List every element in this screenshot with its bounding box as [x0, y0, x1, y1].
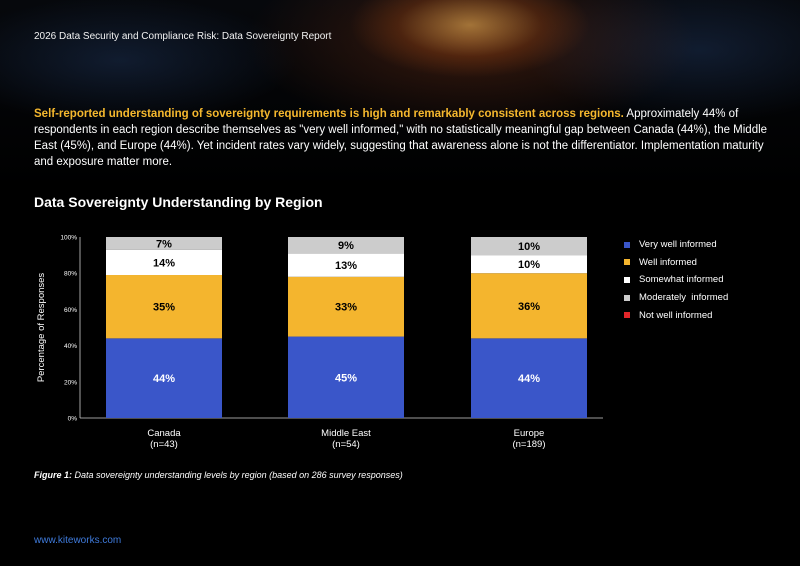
y-tick-label: 20% [64, 379, 77, 386]
intro-paragraph: Self-reported understanding of sovereign… [34, 106, 774, 170]
intro-body: Approximately 44% of respondents in each… [34, 108, 768, 168]
x-category-label: Europe [514, 428, 545, 439]
x-category-n-label: (n=189) [512, 439, 545, 450]
legend-swatch [624, 241, 630, 248]
bar-data-label: 44% [518, 373, 540, 385]
bar-segment [471, 338, 587, 418]
bar-segment [471, 273, 587, 339]
y-tick-label: 80% [64, 271, 77, 278]
bar-segment [471, 237, 587, 256]
legend-item: Somewhat informed [624, 271, 728, 289]
report-header-title: 2026 Data Security and Compliance Risk: … [34, 31, 332, 42]
bar-data-label: 10% [518, 259, 540, 271]
bar-data-label: 13% [335, 260, 357, 272]
bar-segment [288, 253, 404, 277]
bar-segment [106, 338, 222, 418]
bar-data-label: 33% [335, 302, 357, 314]
legend-swatch [624, 276, 630, 283]
bar-data-label: 45% [335, 372, 357, 384]
x-category-n-label: (n=43) [150, 439, 178, 450]
bar-segment [288, 336, 404, 418]
x-category-n-label: (n=54) [332, 439, 360, 450]
bar-segment [106, 249, 222, 276]
y-tick-label: 60% [64, 307, 77, 314]
legend-label: Well informed [639, 256, 697, 268]
bar-segment [288, 237, 404, 254]
legend-item: Well informed [624, 254, 728, 272]
legend-item: Not well informed [624, 306, 728, 324]
website-link[interactable]: www.kiteworks.com [34, 535, 122, 546]
bar-data-label: 9% [338, 240, 354, 252]
caption-text: Data sovereignty understanding levels by… [72, 470, 403, 480]
caption-lead: Figure 1: [34, 470, 73, 480]
bar-data-label: 35% [153, 302, 175, 314]
bar-data-label: 10% [518, 241, 540, 253]
x-category-label: Middle East [321, 428, 371, 439]
legend-swatch [624, 259, 630, 266]
intro-highlight: Self-reported understanding of sovereign… [34, 108, 624, 120]
legend-label: Somewhat informed [639, 274, 724, 286]
legend-label: Not well informed [639, 309, 713, 321]
figure-caption: Figure 1: Data sovereignty understanding… [34, 470, 403, 480]
header-background-image [0, 0, 800, 200]
legend-label: Moderately informed [639, 292, 729, 304]
y-tick-label: 0% [68, 416, 78, 423]
bar-data-label: 14% [153, 257, 175, 269]
chart-title: Data Sovereignty Understanding by Region [34, 194, 323, 210]
bar-data-label: 44% [153, 373, 175, 385]
bar-segment [288, 276, 404, 337]
legend-swatch [624, 294, 630, 301]
bar-segment [106, 237, 222, 250]
y-tick-label: 100% [60, 235, 77, 242]
legend-swatch [624, 312, 630, 319]
y-tick-label: 40% [64, 343, 77, 350]
bar-segment [471, 255, 587, 274]
chart-legend: Very well informed Well informed Somewhat … [624, 236, 728, 324]
bar-segment [106, 275, 222, 339]
x-category-label: Canada [147, 428, 181, 439]
legend-item: Moderately informed [624, 289, 728, 307]
bar-data-label: 36% [518, 301, 540, 313]
bar-data-label: 7% [156, 238, 172, 250]
legend-label: Very well informed [639, 239, 717, 251]
legend-item: Very well informed [624, 236, 728, 254]
y-axis-label: Percentage of Responses [36, 273, 47, 383]
